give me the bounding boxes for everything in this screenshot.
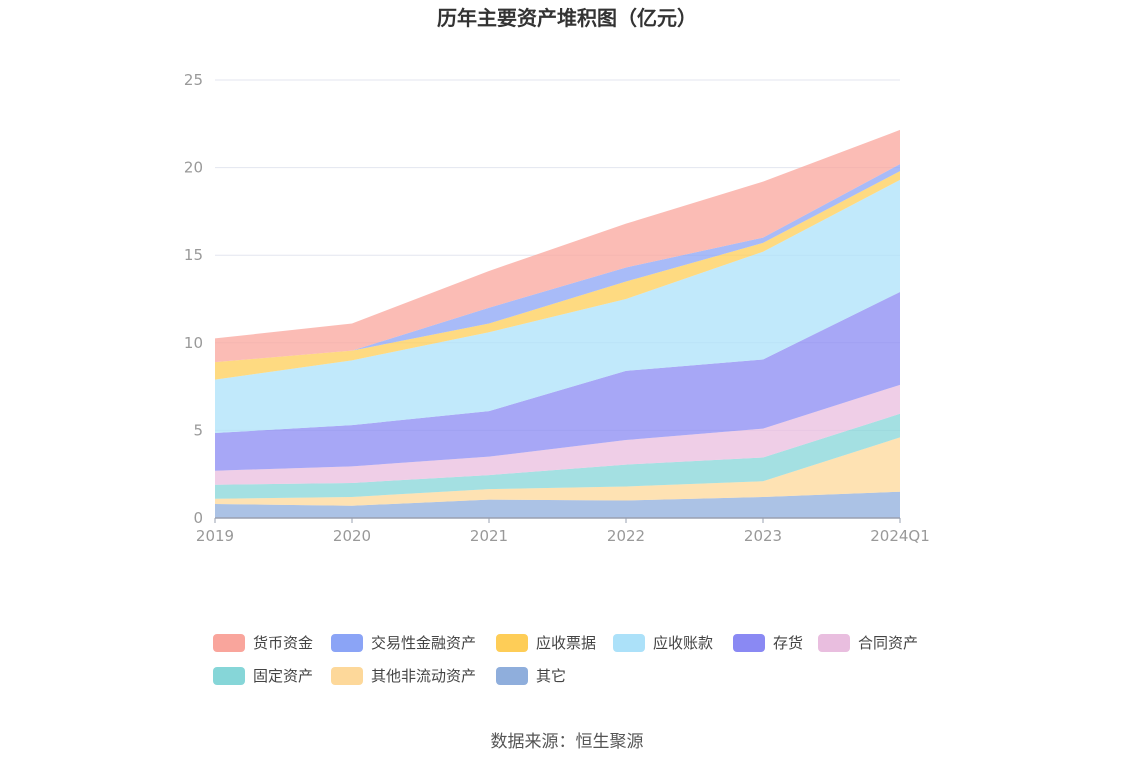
source-note: 数据来源：恒生聚源 [491,732,644,752]
x-tick-label: 2020 [333,527,371,545]
x-tick-label: 2021 [470,527,508,545]
legend-item[interactable]: 其它 [496,667,566,685]
legend-label: 应收票据 [536,634,596,652]
legend-label: 交易性金融资产 [371,634,476,652]
area-货币资金 [215,129,900,363]
area-其他非流动资产 [215,437,900,506]
legend-swatch [733,634,765,652]
legend-item[interactable]: 存货 [733,634,803,652]
legend-swatch [496,667,528,685]
legend-swatch [213,667,245,685]
legend-label: 其它 [536,667,566,685]
legend-label: 其他非流动资产 [371,667,476,685]
x-tick-label: 2023 [744,527,782,545]
y-tick-label: 15 [184,246,203,264]
x-tick-label: 2022 [607,527,645,545]
legend-item[interactable]: 合同资产 [818,634,918,652]
area-合同资产 [215,384,900,485]
legend-swatch [331,667,363,685]
axes: 0 5 10 15 20 25 2019 2020 2021 2022 2023 2024Q1 [184,71,930,545]
legend-label: 存货 [773,634,803,652]
legend-swatch [496,634,528,652]
legend-swatch [331,634,363,652]
area-应收票据 [215,171,900,380]
chart-title: 历年主要资产堆积图（亿元） [437,6,697,30]
area-应收账款 [215,179,900,434]
legend-item[interactable]: 固定资产 [213,667,313,685]
legend-label: 固定资产 [253,667,313,685]
y-tick-label: 5 [193,421,203,439]
legend-item[interactable]: 应收票据 [496,634,596,652]
y-tick-label: 10 [184,334,203,352]
legend-item[interactable]: 应收账款 [613,634,713,652]
legend-item[interactable]: 其他非流动资产 [331,667,476,685]
x-tick-label: 2024Q1 [870,527,930,545]
legend-label: 合同资产 [858,634,918,652]
legend-swatch [818,634,850,652]
area-series [215,129,900,518]
legend-item[interactable]: 货币资金 [213,634,313,652]
area-固定资产 [215,413,900,499]
legend-label: 应收账款 [653,634,713,652]
legend-label: 货币资金 [253,634,313,652]
legend-item[interactable]: 交易性金融资产 [331,634,476,652]
y-tick-label: 25 [184,71,203,89]
y-tick-label: 0 [193,509,203,527]
area-存货 [215,291,900,471]
legend-swatch [613,634,645,652]
x-tick-label: 2019 [196,527,234,545]
legend-swatch [213,634,245,652]
area-其它 [215,491,900,518]
y-tick-label: 20 [184,159,203,177]
